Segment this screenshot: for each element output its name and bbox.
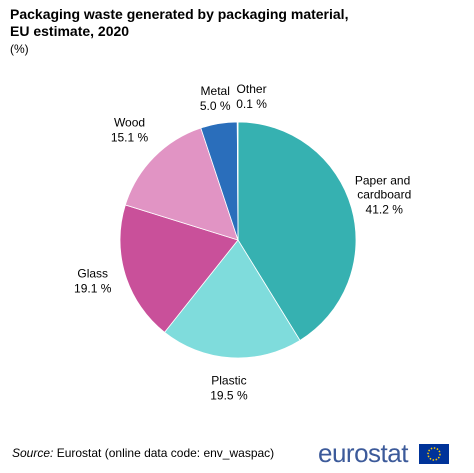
chart-title: Packaging waste generated by packaging m…: [10, 6, 349, 39]
value-label: 0.1 %: [236, 97, 267, 111]
slice-label-line: Paper and: [355, 174, 414, 188]
pie-slice: [236, 121, 239, 241]
value-label: 15.1 %: [111, 131, 149, 145]
value-label: 19.5 %: [210, 389, 248, 403]
source-text: Eurostat (online data code: env_waspac): [56, 446, 275, 460]
logo-text: eurostat: [318, 438, 408, 468]
source-label: Source:: [12, 446, 54, 460]
slice-label: Wood: [114, 116, 145, 130]
slice-label: Metal: [201, 84, 230, 98]
slice-label: Paper and cardboard: [355, 174, 414, 202]
source: Source: Eurostat (online data code: env_…: [12, 446, 274, 460]
pie-slice: [163, 239, 301, 359]
slice-label-line: cardboard: [357, 188, 411, 202]
value-label: 41.2 %: [366, 203, 404, 217]
eu-flag: [418, 444, 449, 464]
value-label: 19.1 %: [74, 282, 112, 296]
slice-label: Glass: [77, 267, 108, 281]
pie-slice: [237, 121, 357, 341]
slice-label: Plastic: [211, 374, 246, 388]
value-label: 5.0 %: [200, 99, 231, 113]
pie-slice: [119, 204, 239, 333]
chart-subtitle: (%): [10, 42, 29, 56]
logo: eurostat: [318, 438, 449, 469]
slice-label: Other: [237, 82, 267, 96]
